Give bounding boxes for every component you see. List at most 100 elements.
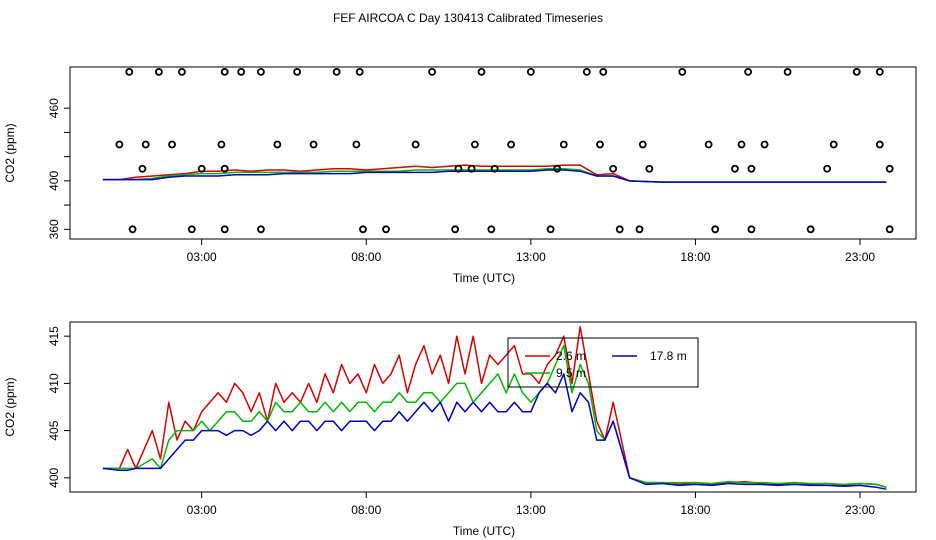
- bottom-plot-frame: [69, 321, 917, 493]
- cal-sample-marker: [553, 164, 562, 173]
- cal-sample-marker: [332, 67, 341, 76]
- figure-title: FEF AIRCOA C Day 130413 Calibrated Times…: [333, 11, 603, 25]
- cal-sample-marker: [645, 164, 654, 173]
- series-line-17-8-m: [102, 169, 887, 183]
- cal-sample-marker: [257, 225, 265, 234]
- x-tick-label-23: 23:00: [845, 250, 875, 264]
- cal-sample-marker: [237, 67, 246, 76]
- bottom-chart-panel: 400 405 410 415 03:00 08:00 13:00 18:00 23:00 T…: [3, 321, 917, 538]
- cal-sample-marker: [477, 67, 486, 76]
- cal-sample-marker: [744, 67, 753, 76]
- series-line-2-6-m: [102, 325, 887, 489]
- cal-sample-marker: [829, 140, 838, 149]
- y-tick-label-400: 400: [47, 171, 61, 191]
- cal-sample-marker: [823, 164, 832, 173]
- cal-sample-marker: [596, 140, 604, 149]
- cal-sample-marker: [635, 225, 644, 234]
- cal-sample-marker: [678, 67, 687, 76]
- cal-sample-marker: [125, 67, 134, 76]
- cal-sample-marker: [507, 140, 516, 149]
- cal-sample-marker: [885, 225, 894, 234]
- legend-label-2-6m: 2.6 m: [556, 349, 586, 363]
- x-tick-label-8: 08:00: [351, 503, 381, 517]
- cal-sample-marker: [806, 225, 815, 234]
- cal-sample-marker: [747, 164, 756, 173]
- cal-sample-marker: [852, 67, 861, 76]
- y-tick-label-410: 410: [47, 373, 61, 393]
- cal-sample-marker: [355, 67, 364, 76]
- cal-sample-marker: [168, 140, 176, 149]
- cal-sample-marker: [428, 67, 437, 76]
- cal-sample-marker: [141, 140, 150, 149]
- bottom-y-axis: 400 405 410 415: [47, 326, 70, 488]
- cal-sample-marker: [187, 225, 196, 234]
- cal-sample-marker: [220, 225, 229, 234]
- bottom-x-axis: 03:00 08:00 13:00 18:00 23:00: [187, 492, 875, 517]
- cal-sample-marker: [615, 225, 624, 234]
- top-x-axis-label: Time (UTC): [453, 271, 515, 285]
- cal-sample-marker: [487, 225, 496, 234]
- cal-sample-marker: [467, 164, 476, 173]
- cal-sample-marker: [178, 67, 186, 76]
- cal-sample-marker: [875, 140, 884, 149]
- top-chart-panel: 360 400 460 03:00 08:00 13:00 18:00 23:00 Time…: [3, 66, 917, 285]
- legend-label-9-5m: 9.5 m: [556, 366, 586, 380]
- cal-sample-marker: [599, 67, 608, 76]
- x-tick-label-13: 13:00: [516, 503, 546, 517]
- y-tick-label-460: 460: [47, 98, 61, 118]
- bottom-series-group: [102, 325, 887, 490]
- cal-sample-marker: [731, 164, 739, 173]
- x-tick-label-23: 23:00: [845, 503, 875, 517]
- top-series-group: [102, 164, 887, 183]
- y-tick-label-360: 360: [47, 219, 61, 239]
- cal-sample-marker: [704, 140, 713, 149]
- x-tick-label-18: 18:00: [680, 250, 710, 264]
- bottom-y-axis-label: CO2 (ppm): [3, 377, 17, 436]
- legend-label-17-8m: 17.8 m: [650, 349, 687, 363]
- cal-sample-marker: [760, 140, 769, 149]
- cal-sample-marker: [309, 140, 318, 149]
- x-tick-label-13: 13:00: [516, 250, 546, 264]
- cal-sample-marker: [359, 225, 367, 234]
- legend: 2.6 m 17.8 m 9.5 m: [507, 337, 699, 388]
- cal-sample-marker: [382, 225, 390, 234]
- cal-sample-marker: [293, 67, 302, 76]
- bottom-x-axis-label: Time (UTC): [453, 524, 515, 538]
- cal-sample-marker: [609, 164, 618, 173]
- cal-sample-marker: [711, 225, 720, 234]
- top-x-axis: 03:00 08:00 13:00 18:00 23:00: [187, 239, 875, 264]
- y-tick-label-400: 400: [47, 468, 61, 488]
- cal-sample-marker: [526, 67, 535, 76]
- cal-sample-marker: [257, 67, 265, 76]
- cal-sample-marker: [470, 140, 479, 149]
- cal-sample-marker: [885, 164, 894, 173]
- cal-sample-marker: [582, 67, 591, 76]
- y-tick-label-405: 405: [47, 420, 61, 440]
- top-cal-markers: [115, 67, 894, 234]
- cal-sample-marker: [638, 140, 647, 149]
- cal-sample-marker: [783, 67, 792, 76]
- cal-sample-marker: [546, 225, 555, 234]
- y-tick-label-415: 415: [47, 326, 61, 346]
- cal-sample-marker: [197, 164, 206, 173]
- cal-sample-marker: [128, 225, 137, 234]
- top-plot-frame: [69, 66, 917, 240]
- cal-sample-marker: [747, 225, 756, 234]
- cal-sample-marker: [490, 164, 499, 173]
- top-y-axis: 360 400 460: [47, 98, 70, 239]
- series-line-17-8-m: [102, 373, 887, 490]
- cal-sample-marker: [217, 140, 226, 149]
- x-tick-label-18: 18:00: [680, 503, 710, 517]
- cal-sample-marker: [220, 67, 229, 76]
- cal-sample-marker: [737, 140, 746, 149]
- legend-box: [507, 337, 699, 388]
- x-tick-label-8: 08:00: [351, 250, 381, 264]
- cal-sample-marker: [138, 164, 147, 173]
- top-y-axis-label: CO2 (ppm): [3, 123, 17, 182]
- series-line-9-5-m: [102, 344, 887, 489]
- x-tick-label-3: 03:00: [187, 250, 217, 264]
- cal-sample-marker: [454, 164, 463, 173]
- cal-sample-marker: [559, 140, 568, 149]
- cal-sample-marker: [875, 67, 884, 76]
